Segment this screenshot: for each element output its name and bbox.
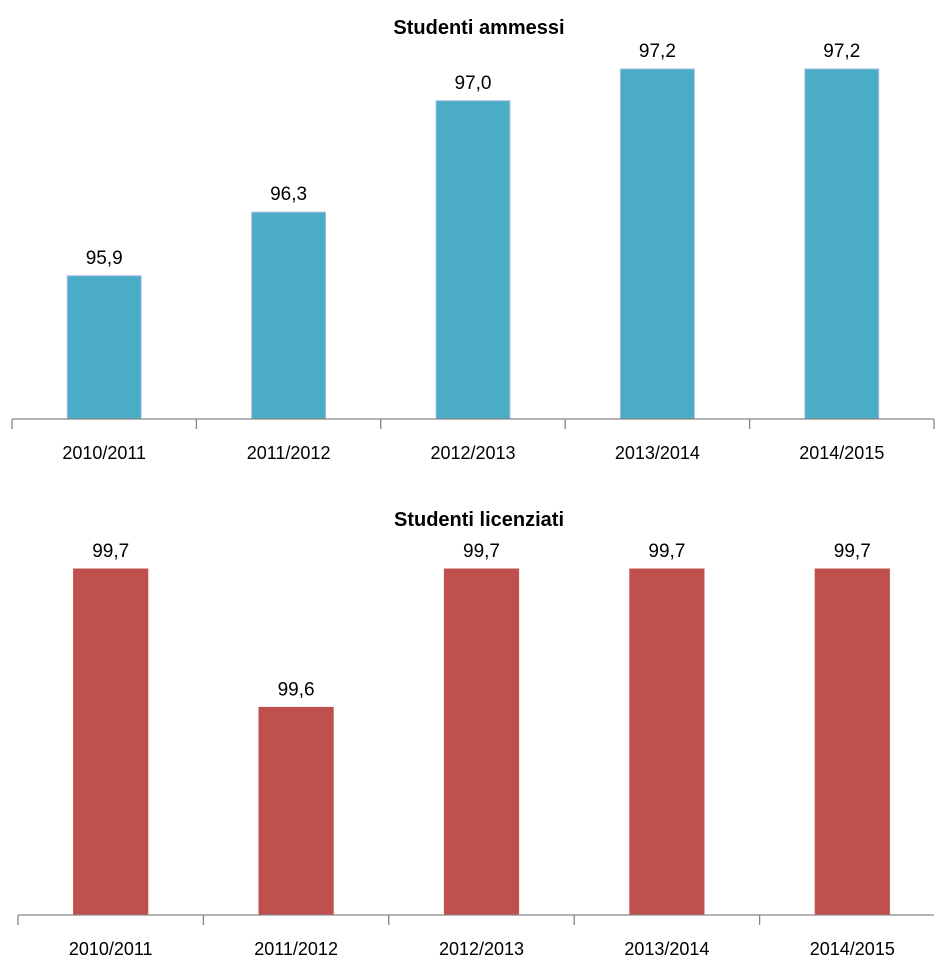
bar bbox=[66, 275, 142, 420]
data-label: 99,6 bbox=[278, 679, 315, 700]
x-tick-label: 2012/2013 bbox=[430, 443, 515, 463]
chart-title: Studenti licenziati bbox=[394, 509, 564, 531]
bar bbox=[251, 211, 326, 420]
bar bbox=[258, 706, 334, 916]
bar bbox=[435, 100, 511, 420]
data-label: 99,7 bbox=[463, 541, 500, 562]
bar bbox=[620, 68, 695, 420]
bar bbox=[73, 568, 149, 916]
x-tick-label: 2013/2014 bbox=[624, 939, 709, 959]
x-tick-label: 2011/2012 bbox=[247, 443, 331, 463]
data-label: 99,7 bbox=[92, 541, 129, 562]
data-label: 99,7 bbox=[834, 541, 871, 562]
x-tick-label: 2011/2012 bbox=[254, 939, 338, 959]
data-label: 95,9 bbox=[86, 248, 123, 269]
data-label: 97,2 bbox=[823, 41, 860, 62]
bar bbox=[629, 568, 705, 916]
data-label: 99,7 bbox=[648, 541, 685, 562]
bar bbox=[814, 568, 890, 916]
data-label: 97,0 bbox=[455, 73, 492, 94]
bar bbox=[804, 68, 880, 420]
data-label: 96,3 bbox=[270, 184, 307, 205]
x-tick-label: 2014/2015 bbox=[799, 443, 884, 463]
chart-title: Studenti ammessi bbox=[393, 17, 564, 39]
x-tick-label: 2014/2015 bbox=[810, 939, 895, 959]
bar bbox=[443, 568, 520, 916]
x-tick-label: 2013/2014 bbox=[615, 443, 700, 463]
chart-studenti-licenziati: Studenti licenziati 99,7 99,6 99,7 99,7 99,7… bbox=[17, 509, 934, 959]
x-tick-label: 2010/2011 bbox=[62, 443, 146, 463]
x-tick-label: 2012/2013 bbox=[439, 939, 524, 959]
x-tick-label: 2010/2011 bbox=[69, 939, 153, 959]
chart-studenti-ammessi: Studenti ammessi 95,9 96,3 97,0 97,2 97,2 201… bbox=[11, 17, 935, 463]
data-label: 97,2 bbox=[639, 41, 676, 62]
